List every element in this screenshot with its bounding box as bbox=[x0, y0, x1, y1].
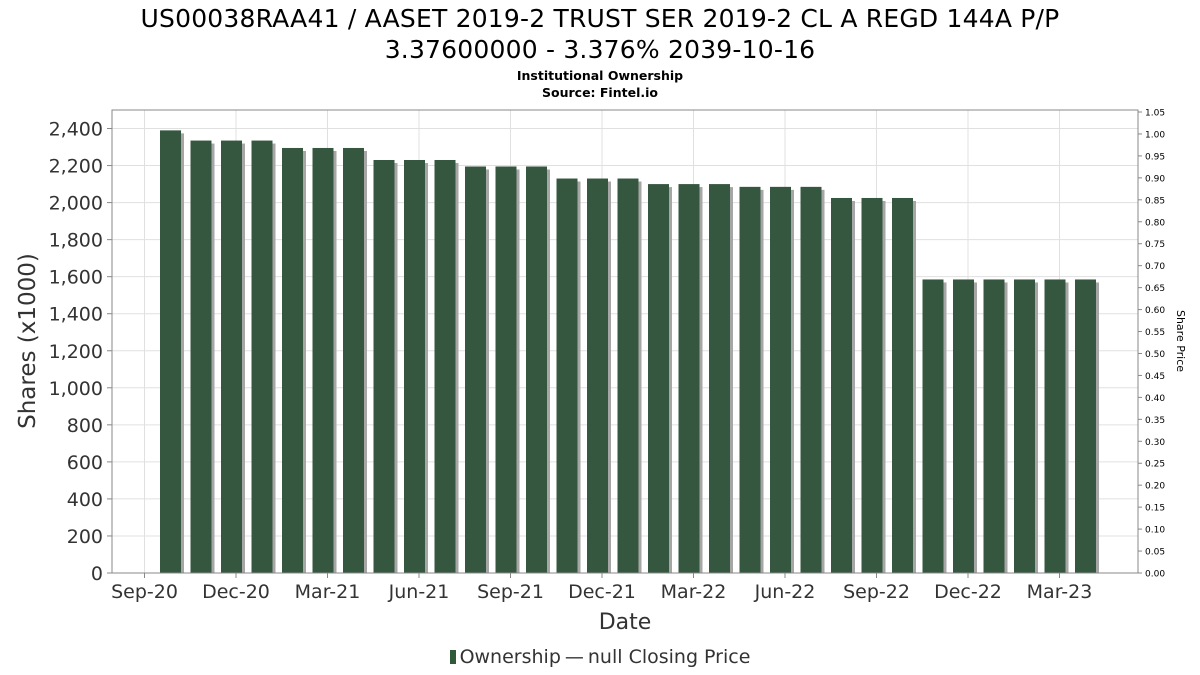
y2-tick-label: 0.50 bbox=[1145, 350, 1165, 360]
ownership-bar bbox=[312, 147, 334, 573]
ownership-bar bbox=[465, 166, 486, 573]
ownership-bar bbox=[282, 147, 303, 573]
ownership-bar bbox=[495, 166, 517, 573]
legend-line-icon: — bbox=[564, 646, 584, 668]
y2-tick-label: 0.25 bbox=[1145, 460, 1165, 470]
ownership-bar bbox=[1044, 279, 1066, 573]
ownership-bar bbox=[343, 147, 364, 573]
ownership-legend-swatch bbox=[449, 650, 456, 664]
y-tick-label: 1,000 bbox=[49, 378, 103, 400]
y2-tick-label: 0.05 bbox=[1145, 548, 1165, 558]
chart-title-line-1: US00038RAA41 / AASET 2019-2 TRUST SER 20… bbox=[140, 4, 1060, 33]
y-tick-label: 2,200 bbox=[49, 156, 103, 178]
ownership-bar bbox=[1014, 279, 1035, 573]
ownership-bar bbox=[556, 178, 578, 574]
ownership-bar bbox=[922, 279, 944, 573]
y2-tick-label: 0.00 bbox=[1145, 570, 1165, 580]
ownership-bar bbox=[648, 184, 669, 573]
x-tick-label: Sep-20 bbox=[111, 581, 178, 603]
y2-tick-label: 0.90 bbox=[1145, 174, 1165, 184]
y2-tick-label: 0.30 bbox=[1145, 438, 1165, 448]
x-tick-label: Dec-22 bbox=[934, 581, 1002, 603]
x-tick-label: Sep-22 bbox=[843, 581, 910, 603]
y-tick-label: 0 bbox=[91, 563, 103, 585]
chart-source: Source: Fintel.io bbox=[542, 85, 658, 100]
ownership-bar bbox=[587, 178, 608, 574]
ownership-bar bbox=[892, 197, 913, 573]
y2-tick-label: 0.60 bbox=[1145, 306, 1165, 316]
chart-subtitle: Institutional Ownership bbox=[516, 68, 684, 83]
y2-tick-label: 0.35 bbox=[1145, 416, 1165, 426]
ownership-bar bbox=[770, 186, 791, 573]
x-tick-label: Dec-20 bbox=[202, 581, 270, 603]
chart-title-line-2: 3.37600000 - 3.376% 2039-10-16 bbox=[384, 35, 816, 64]
y2-tick-label: 0.65 bbox=[1145, 284, 1165, 294]
y2-tick-label: 0.55 bbox=[1145, 328, 1165, 338]
y2-tick-label: 0.95 bbox=[1145, 152, 1165, 162]
y-tick-label: 2,000 bbox=[49, 193, 103, 215]
y2-tick-label: 0.20 bbox=[1145, 482, 1165, 492]
x-tick-label: Mar-21 bbox=[295, 581, 361, 603]
ownership-bar bbox=[404, 160, 425, 573]
y2-tick-label: 0.85 bbox=[1145, 196, 1165, 206]
y2-axis-label: Share Price bbox=[1174, 310, 1187, 372]
ownership-bar bbox=[190, 140, 212, 574]
ownership-bar bbox=[983, 279, 1005, 573]
y-tick-label: 2,400 bbox=[49, 119, 103, 141]
ownership-bar bbox=[1075, 279, 1096, 573]
x-tick-label: Sep-21 bbox=[477, 581, 544, 603]
legend-ownership: Ownership bbox=[459, 646, 561, 668]
y2-tick-label: 0.75 bbox=[1145, 240, 1165, 250]
y2-tick-label: 0.10 bbox=[1145, 526, 1165, 536]
y-tick-label: 800 bbox=[67, 415, 103, 437]
ownership-bar bbox=[617, 178, 639, 574]
x-tick-label: Jun-22 bbox=[754, 581, 816, 603]
ownership-bar bbox=[251, 140, 273, 574]
y2-tick-label: 0.70 bbox=[1145, 262, 1165, 272]
plot-frame bbox=[111, 109, 1139, 574]
y2-tick-label: 0.45 bbox=[1145, 372, 1165, 382]
y2-tick-label: 0.40 bbox=[1145, 394, 1165, 404]
ownership-chart: 0 200 400 600 800 1,000 1,200 1,400 1,600 1,800 2,… bbox=[15, 109, 1187, 636]
y-tick-label: 1,200 bbox=[49, 341, 103, 363]
ownership-bar bbox=[373, 160, 395, 573]
x-tick-label: Mar-23 bbox=[1027, 581, 1093, 603]
y2-tick-label: 1.05 bbox=[1145, 109, 1165, 119]
ownership-bar bbox=[221, 140, 242, 574]
y-tick-label: 400 bbox=[67, 489, 103, 511]
y2-tick-label: 0.15 bbox=[1145, 504, 1165, 514]
legend-price: null Closing Price bbox=[587, 646, 751, 668]
ownership-bar bbox=[861, 197, 883, 573]
bars bbox=[160, 130, 1099, 574]
y-tick-label: 600 bbox=[67, 452, 103, 474]
y-axis-label: Shares (x1000) bbox=[15, 253, 41, 429]
y2-tick-label: 0.80 bbox=[1145, 218, 1165, 228]
y-axis-ticks: 0 200 400 600 800 1,000 1,200 1,400 1,600 1,800 2,… bbox=[49, 119, 112, 585]
x-axis-label: Date bbox=[599, 610, 652, 635]
y2-tick-label: 1.00 bbox=[1145, 130, 1165, 140]
ownership-bar bbox=[953, 279, 974, 573]
ownership-bar bbox=[709, 184, 730, 573]
y-tick-label: 1,600 bbox=[49, 267, 103, 289]
legend: Ownership — null Closing Price bbox=[0, 646, 1200, 668]
y2-axis-ticks: 0.00 0.05 0.10 0.15 0.20 0.25 0.30 0.35 0.40 0.45… bbox=[1138, 109, 1165, 580]
x-tick-label: Dec-21 bbox=[568, 581, 636, 603]
ownership-bar bbox=[526, 166, 547, 573]
x-axis-ticks: Sep-20 Dec-20 Mar-21 Jun-21 Sep-21 Dec-21 Mar-… bbox=[111, 573, 1092, 603]
ownership-bar bbox=[160, 130, 181, 573]
ownership-bar bbox=[678, 184, 700, 573]
x-tick-label: Jun-21 bbox=[388, 581, 450, 603]
ownership-bar bbox=[800, 186, 822, 573]
y-tick-label: 200 bbox=[67, 526, 103, 548]
ownership-bar bbox=[434, 160, 456, 573]
ownership-bar bbox=[831, 197, 852, 573]
y-tick-label: 1,800 bbox=[49, 230, 103, 252]
ownership-bar bbox=[739, 186, 761, 573]
x-tick-label: Mar-22 bbox=[661, 581, 727, 603]
y-tick-label: 1,400 bbox=[49, 304, 103, 326]
